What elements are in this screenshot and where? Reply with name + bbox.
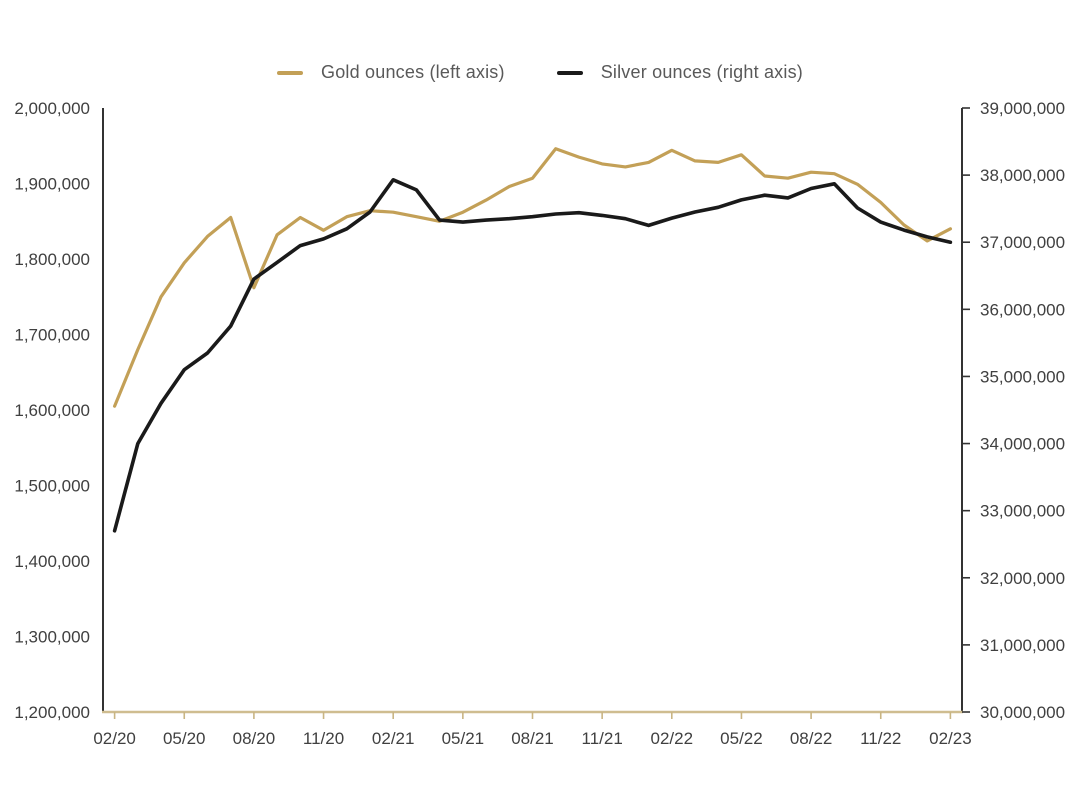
x-axis-tick-label: 05/21 [442,729,485,748]
gold-line-swatch [277,70,304,75]
legend-label-silver: Silver ounces (right axis) [600,62,803,82]
left-axis-tick-label: 1,500,000 [14,477,90,496]
right-axis-tick-label: 39,000,000 [980,99,1065,118]
left-axis-tick-label: 1,600,000 [14,401,90,420]
x-axis-tick-label: 08/21 [511,729,554,748]
x-axis-tick-label: 05/20 [163,729,206,748]
right-axis-tick-label: 34,000,000 [980,435,1065,454]
right-axis-tick-label: 33,000,000 [980,502,1065,521]
right-axis-tick-label: 31,000,000 [980,636,1065,655]
left-axis-tick-label: 1,200,000 [14,703,90,722]
x-axis-tick-label: 02/22 [651,729,694,748]
x-axis-tick-label: 02/20 [93,729,136,748]
x-axis-tick-label: 11/21 [582,729,623,748]
silver-series-line [112,178,953,533]
left-axis-tick-label: 1,700,000 [14,326,90,345]
right-axis-tick-label: 38,000,000 [980,166,1065,185]
x-axis-tick-label: 02/21 [372,729,415,748]
gold-series-line [112,147,953,408]
right-axis-tick-label: 35,000,000 [980,367,1065,386]
left-axis-tick-label: 1,400,000 [14,552,90,571]
x-axis-tick-label: 11/20 [303,729,344,748]
chart-legend: Gold ounces (left axis) Silver ounces (r… [0,62,1080,83]
left-axis-tick-label: 2,000,000 [14,99,90,118]
silver-line-swatch [556,70,583,75]
right-axis-tick-label: 37,000,000 [980,233,1065,252]
legend-item-silver: Silver ounces (right axis) [556,62,803,83]
right-axis-tick-label: 32,000,000 [980,569,1065,588]
legend-label-gold: Gold ounces (left axis) [321,62,505,82]
right-axis-tick-label: 30,000,000 [980,703,1065,722]
x-axis-tick-label: 11/22 [860,729,901,748]
left-axis-tick-label: 1,300,000 [14,628,90,647]
left-axis-tick-label: 1,900,000 [14,175,90,194]
x-axis-tick-label: 05/22 [720,729,763,748]
x-axis-tick-label: 08/22 [790,729,833,748]
x-axis-tick-label: 08/20 [233,729,276,748]
left-axis-tick-label: 1,800,000 [14,250,90,269]
legend-item-gold: Gold ounces (left axis) [277,62,505,83]
x-axis-tick-label: 02/23 [929,729,972,748]
right-axis-tick-label: 36,000,000 [980,300,1065,319]
